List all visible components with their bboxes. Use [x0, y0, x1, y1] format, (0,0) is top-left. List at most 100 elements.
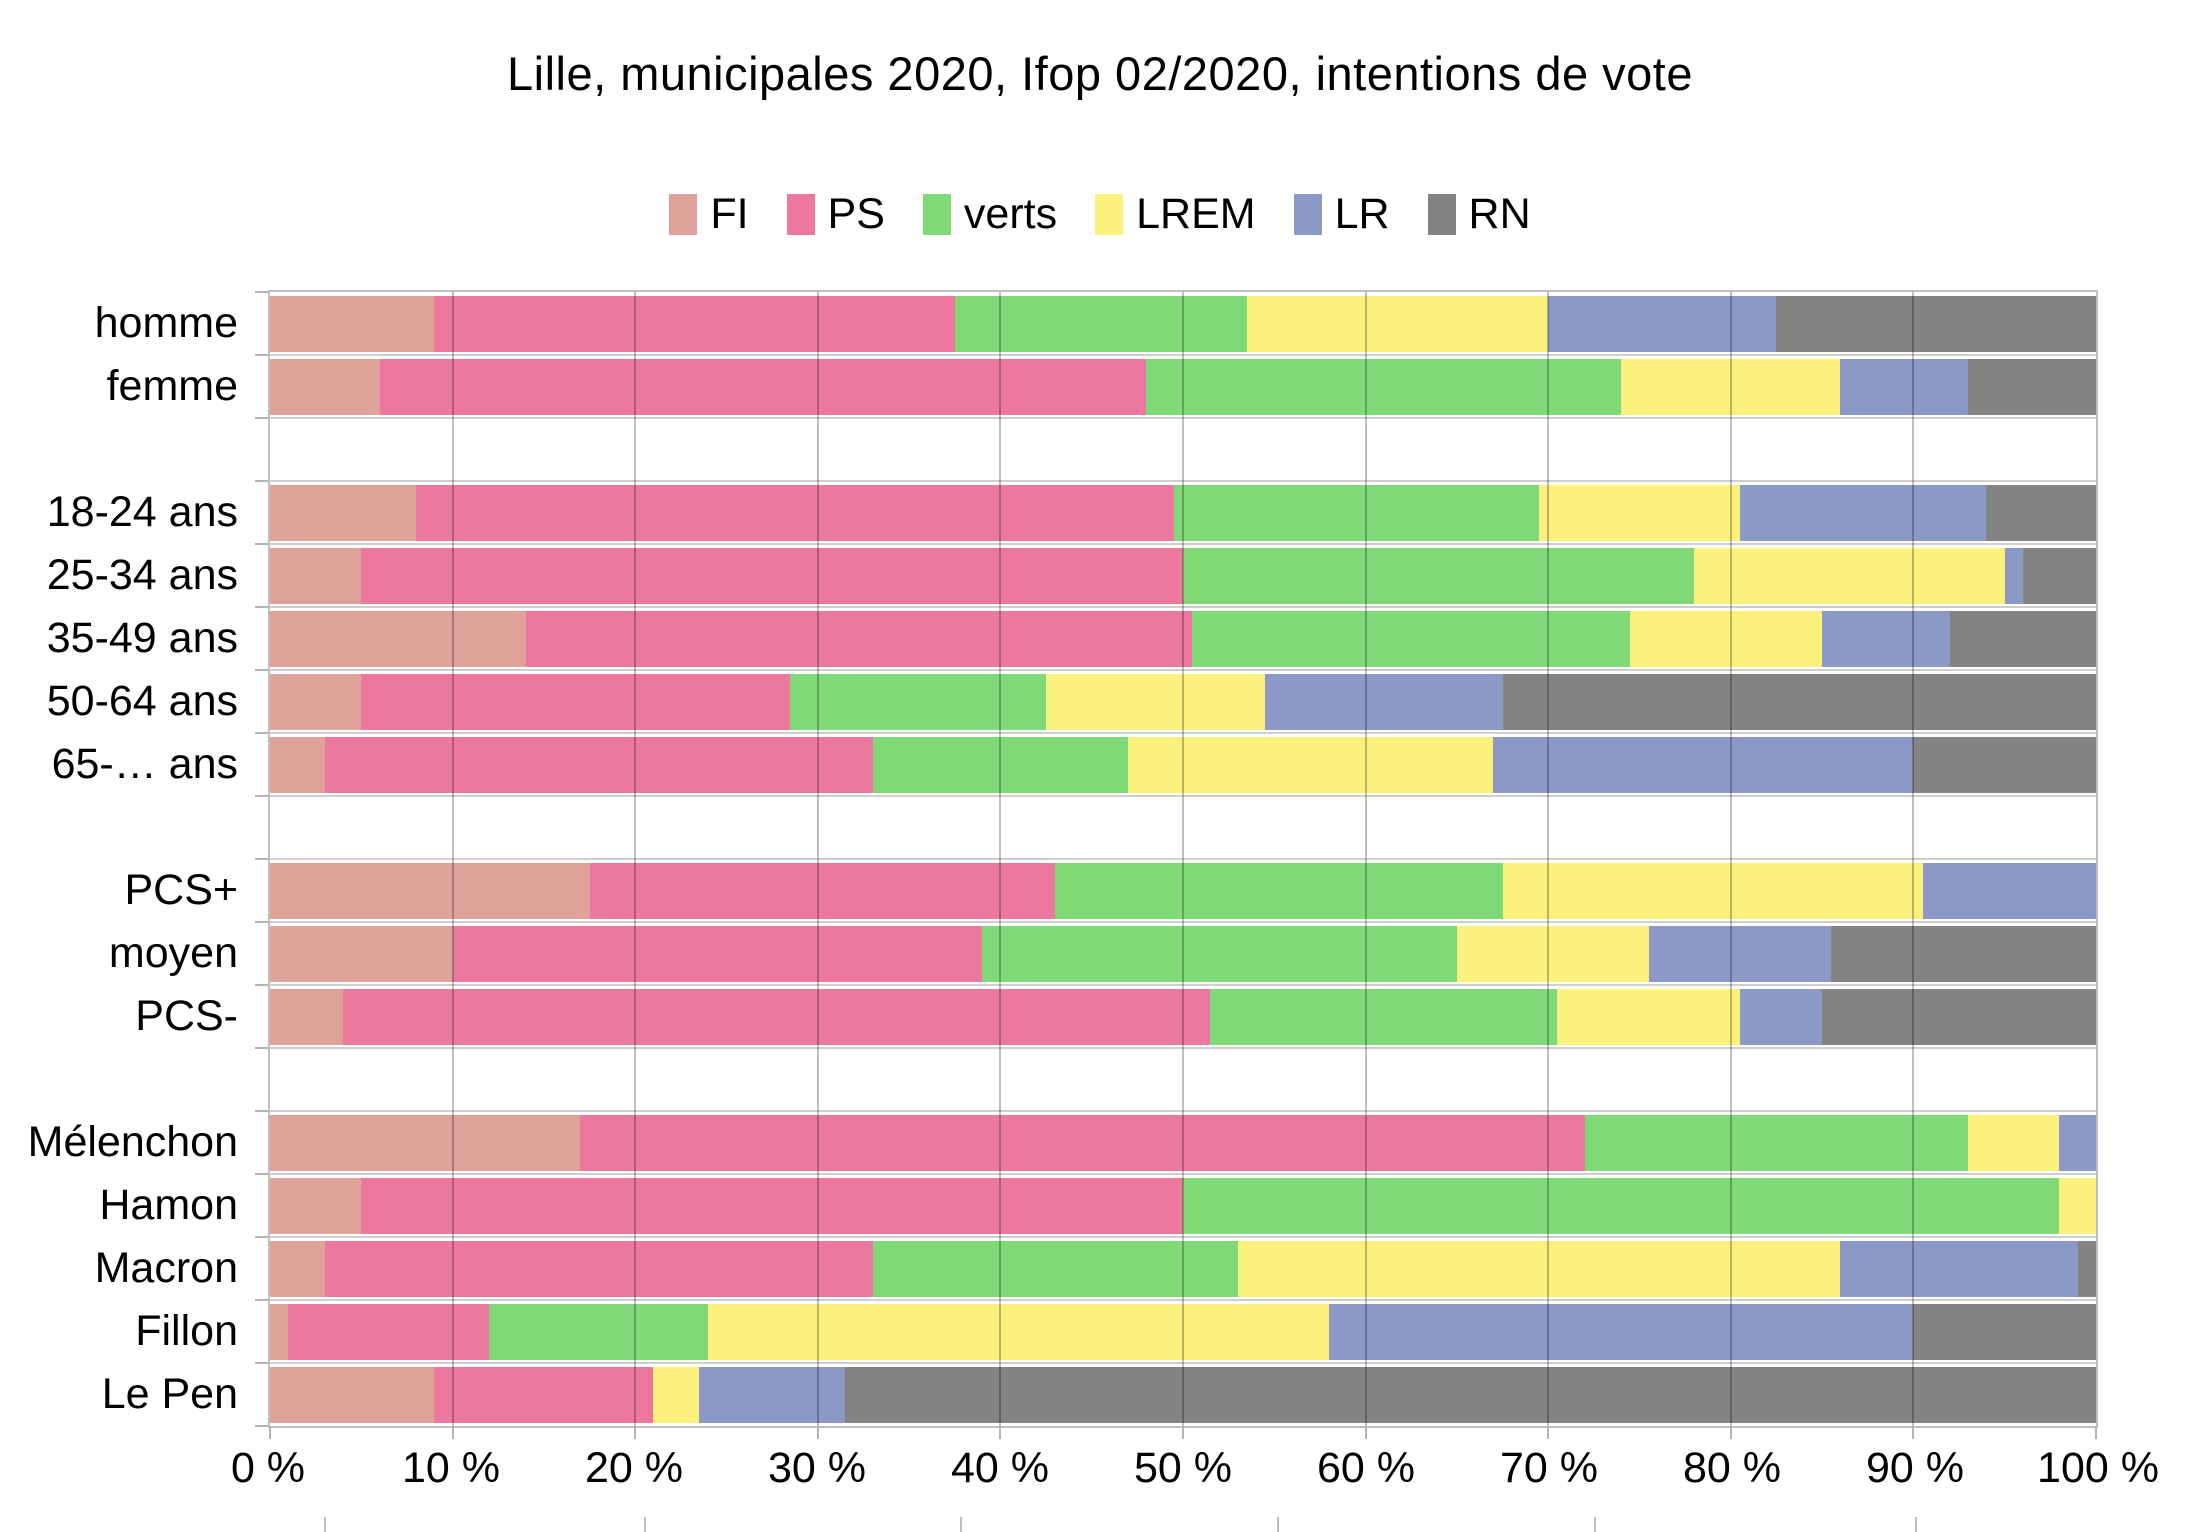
- category-separator: [270, 921, 2096, 923]
- lr-swatch-icon: [1293, 193, 1322, 235]
- category-separator: [270, 669, 2096, 671]
- y-label-50-64-ans: 50-64 ans: [46, 677, 238, 725]
- bar-segment-homme-rn: [1776, 295, 2096, 352]
- bar-segment-pcs-verts: [1055, 862, 1503, 919]
- gridline-60: [1364, 292, 1367, 1426]
- y-label-pcs: PCS+: [124, 866, 238, 914]
- y-label-65-ans: 65-… ans: [51, 740, 238, 788]
- bar-segment-pcs-fi: [270, 862, 590, 919]
- bar-row-m-lenchon: [270, 1114, 2096, 1171]
- bar-segment-m-lenchon-fi: [270, 1114, 581, 1171]
- x-label-100: 100 %: [2037, 1444, 2159, 1492]
- bar-segment-moyen-lrem: [1456, 925, 1649, 982]
- bar-segment-25-34-ans-rn: [2022, 547, 2096, 604]
- y-label-moyen: moyen: [108, 929, 238, 977]
- bar-segment-le-pen-rn: [845, 1366, 2096, 1423]
- cropped-bottom-tick: [1277, 1517, 1279, 1532]
- x-label-50: 50 %: [1133, 1444, 1233, 1492]
- category-axis-tick: [255, 1236, 268, 1238]
- bar-segment-m-lenchon-lr: [2059, 1114, 2096, 1171]
- bar-segment-moyen-fi: [270, 925, 453, 982]
- value-axis-tick: [1912, 1426, 1915, 1439]
- legend-item-fi: FI: [669, 189, 749, 239]
- bar-segment-25-34-ans-fi: [270, 547, 362, 604]
- category-separator: [270, 1110, 2096, 1112]
- category-separator: [270, 1047, 2096, 1049]
- legend-label-rn: RN: [1468, 189, 1531, 238]
- category-separator: [270, 732, 2096, 734]
- bar-segment-18-24-ans-lr: [1739, 484, 1987, 541]
- bar-segment-18-24-ans-fi: [270, 484, 417, 541]
- bar-segment-fillon-ps: [288, 1303, 490, 1360]
- category-separator: [270, 543, 2096, 545]
- bar-segment-pcs-rn: [1822, 988, 2096, 1045]
- legend-label-lrem: LREM: [1136, 189, 1256, 238]
- bar-row-homme: [270, 295, 2096, 352]
- bar-segment-35-49-ans-verts: [1192, 610, 1631, 667]
- legend-label-verts: verts: [963, 189, 1058, 238]
- bar-segment-m-lenchon-verts: [1584, 1114, 1969, 1171]
- bar-segment-fillon-verts: [489, 1303, 709, 1360]
- gridline-90: [1912, 292, 1915, 1426]
- category-separator: [270, 1173, 2096, 1175]
- bar-row-35-49-ans: [270, 610, 2096, 667]
- bar-segment-18-24-ans-ps: [416, 484, 1174, 541]
- x-label-70: 70 %: [1499, 1444, 1599, 1492]
- category-separator: [270, 417, 2096, 419]
- bar-segment-macron-fi: [270, 1240, 325, 1297]
- category-axis-tick: [255, 732, 268, 734]
- category-axis-tick: [255, 1047, 268, 1049]
- bar-segment-35-49-ans-ps: [525, 610, 1193, 667]
- x-label-0: 0 %: [230, 1444, 306, 1492]
- x-label-60: 60 %: [1316, 1444, 1416, 1492]
- gridline-30: [816, 292, 819, 1426]
- gridline-10: [451, 292, 454, 1426]
- legend-item-rn: RN: [1427, 189, 1531, 239]
- bar-segment-le-pen-fi: [270, 1366, 435, 1423]
- category-separator: [270, 1299, 2096, 1301]
- x-label-10: 10 %: [401, 1444, 501, 1492]
- legend-label-lr: LR: [1334, 189, 1390, 238]
- bar-row-hamon: [270, 1177, 2096, 1234]
- bar-segment-65-ans-verts: [872, 736, 1129, 793]
- bar-row-fillon: [270, 1303, 2096, 1360]
- category-axis-tick: [255, 921, 268, 923]
- category-separator: [270, 354, 2096, 356]
- category-separator: [270, 858, 2096, 860]
- bar-segment-le-pen-lr: [699, 1366, 846, 1423]
- bar-segment-50-64-ans-lrem: [1046, 673, 1266, 730]
- rn-swatch-icon: [1427, 193, 1456, 235]
- bar-segment-femme-lr: [1840, 358, 1969, 415]
- gridline-20: [634, 292, 637, 1426]
- category-axis-labels: homme femme 18-24 ans 25-34 ans 35-49 ans 50-…: [0, 292, 238, 1426]
- lrem-swatch-icon: [1095, 193, 1124, 235]
- value-axis-tick: [816, 1426, 819, 1439]
- category-axis-tick: [255, 417, 268, 419]
- bar-segment-moyen-ps: [452, 925, 983, 982]
- x-label-90: 90 %: [1865, 1444, 1965, 1492]
- bar-row-macron: [270, 1240, 2096, 1297]
- category-axis-tick: [255, 795, 268, 797]
- cropped-bottom-tick: [960, 1517, 962, 1532]
- bar-segment-50-64-ans-ps: [361, 673, 791, 730]
- bar-row-pcs: [270, 862, 2096, 919]
- y-label-pcs: PCS-: [135, 992, 238, 1040]
- category-axis-tick: [255, 1299, 268, 1301]
- bar-segment-35-49-ans-fi: [270, 610, 526, 667]
- bar-segment-fillon-lrem: [708, 1303, 1330, 1360]
- bar-segment-macron-lr: [1840, 1240, 2078, 1297]
- bar-segment-65-ans-lrem: [1128, 736, 1494, 793]
- bar-segment-35-49-ans-rn: [1949, 610, 2096, 667]
- bar-segment-fillon-fi: [270, 1303, 289, 1360]
- x-label-80: 80 %: [1682, 1444, 1782, 1492]
- bar-segment-fillon-rn: [1913, 1303, 2096, 1360]
- value-axis-tick: [999, 1426, 1002, 1439]
- bar-segment-65-ans-lr: [1493, 736, 1914, 793]
- legend-label-fi: FI: [710, 189, 749, 238]
- value-axis-tick: [1182, 1426, 1184, 1439]
- bar-row-65-ans: [270, 736, 2096, 793]
- bar-segment-hamon-ps: [361, 1177, 1183, 1234]
- bar-segment-macron-lrem: [1237, 1240, 1841, 1297]
- fi-swatch-icon: [669, 193, 698, 235]
- bar-segment-pcs-ps: [343, 988, 1211, 1045]
